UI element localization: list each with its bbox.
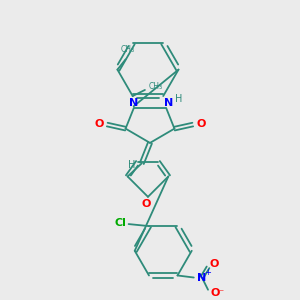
Text: CH₃: CH₃: [149, 82, 163, 91]
Text: O: O: [211, 288, 220, 298]
Text: O: O: [209, 259, 219, 269]
Text: +: +: [205, 268, 212, 277]
Text: H: H: [128, 160, 135, 170]
Text: N: N: [164, 98, 173, 108]
Text: O: O: [196, 118, 206, 128]
Text: N: N: [197, 272, 206, 283]
Text: H: H: [175, 94, 182, 104]
Text: O: O: [141, 199, 151, 209]
Text: Cl: Cl: [115, 218, 126, 228]
Text: O: O: [94, 118, 104, 128]
Text: ⁻: ⁻: [219, 288, 224, 298]
Text: CH₃: CH₃: [121, 45, 135, 54]
Text: N: N: [129, 98, 138, 108]
